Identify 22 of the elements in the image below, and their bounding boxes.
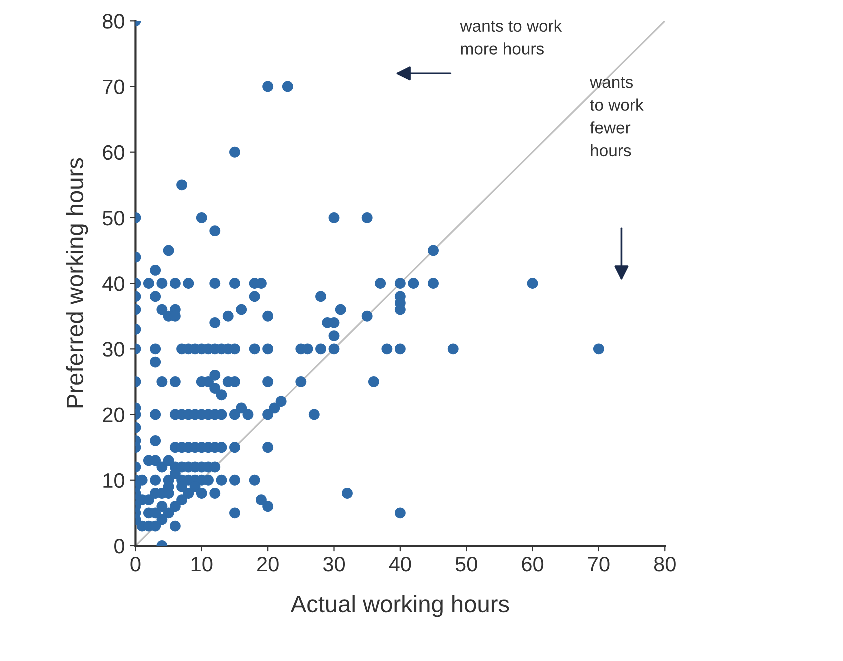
- y-tick-label: 40: [102, 276, 124, 292]
- x-tick-label: 10: [192, 556, 213, 572]
- x-tick-label: 70: [588, 556, 610, 572]
- y-tick-label: 70: [103, 80, 124, 95]
- y-tick-label: 0: [114, 538, 124, 554]
- x-tick-label: 50: [456, 556, 478, 572]
- y-tick-label: 30: [102, 342, 124, 357]
- x-axis-title: Actual working hours: [290, 595, 510, 618]
- x-tick-label: 0: [130, 556, 141, 572]
- y-tick-label: 10: [104, 473, 124, 488]
- y-tick-label: 20: [103, 408, 124, 423]
- y-tick-label: 60: [103, 145, 124, 160]
- y-axis-title: Preferred working hours: [66, 158, 88, 408]
- x-tick-label: 30: [323, 556, 346, 572]
- x-tick-label: 80: [654, 556, 676, 572]
- annotation: wants to work fewer hours: [590, 77, 644, 157]
- annotation: wants to work more hours: [460, 20, 562, 55]
- x-tick-label: 40: [389, 556, 412, 572]
- x-tick-label: 20: [258, 556, 279, 572]
- y-tick-label: 50: [102, 210, 124, 226]
- x-tick-label: 60: [522, 556, 544, 572]
- y-tick-label: 80: [103, 14, 124, 29]
